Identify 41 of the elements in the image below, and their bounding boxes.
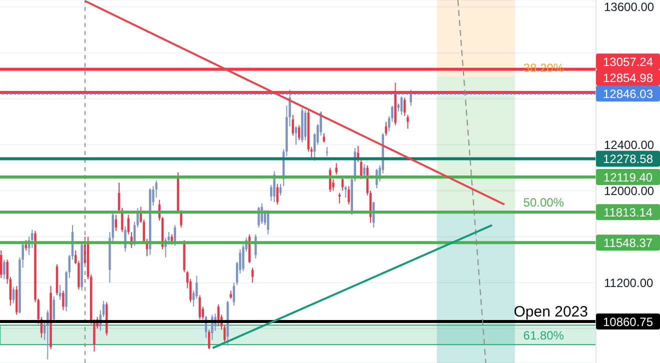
annotation: Open 2023 <box>514 304 588 321</box>
candlestick <box>16 286 18 316</box>
candlestick <box>58 284 62 300</box>
ref-line-label: 12854.98 <box>602 71 654 86</box>
candlestick <box>363 164 366 178</box>
ref-line-label: 11813.14 <box>603 206 653 220</box>
band-label: 38.20% <box>523 60 564 75</box>
ref-line-label: 11548.37 <box>603 236 653 250</box>
candlestick <box>294 126 298 146</box>
candlestick <box>276 183 279 205</box>
candlestick <box>24 240 28 251</box>
candlestick <box>335 162 338 176</box>
candlestick <box>279 183 282 196</box>
candlestick <box>404 97 406 117</box>
candlestick <box>62 290 64 311</box>
candlestick <box>360 159 362 180</box>
candlestick <box>292 114 294 136</box>
candlestick <box>3 259 6 280</box>
y-tick-label: 12400.00 <box>604 138 654 152</box>
candlestick <box>12 286 15 304</box>
candlestick <box>384 121 388 136</box>
candlestick <box>251 267 254 284</box>
band-label: 61.80% <box>523 328 564 343</box>
ref-line-label: 10860.75 <box>602 315 654 330</box>
ref-line-label: 12278.58 <box>602 152 654 166</box>
candlestick <box>298 124 300 141</box>
ref-line-label: 13057.24 <box>602 55 654 70</box>
candlestick <box>198 294 201 320</box>
y-tick-label: 13600.00 <box>604 0 654 14</box>
candlestick <box>338 192 341 204</box>
candlestick <box>322 132 326 143</box>
candlestick <box>400 96 403 116</box>
candlestick <box>348 186 350 205</box>
y-tick-label: 12000.00 <box>604 184 654 198</box>
ref-line-label: 12846.03 <box>602 87 654 102</box>
candlestick <box>406 114 409 130</box>
candlestick <box>344 186 347 198</box>
candlestick <box>273 170 276 203</box>
band-label: 50.00% <box>523 196 564 210</box>
y-tick-label: 11200.00 <box>604 276 654 290</box>
ref-line-label: 12119.40 <box>603 170 653 184</box>
